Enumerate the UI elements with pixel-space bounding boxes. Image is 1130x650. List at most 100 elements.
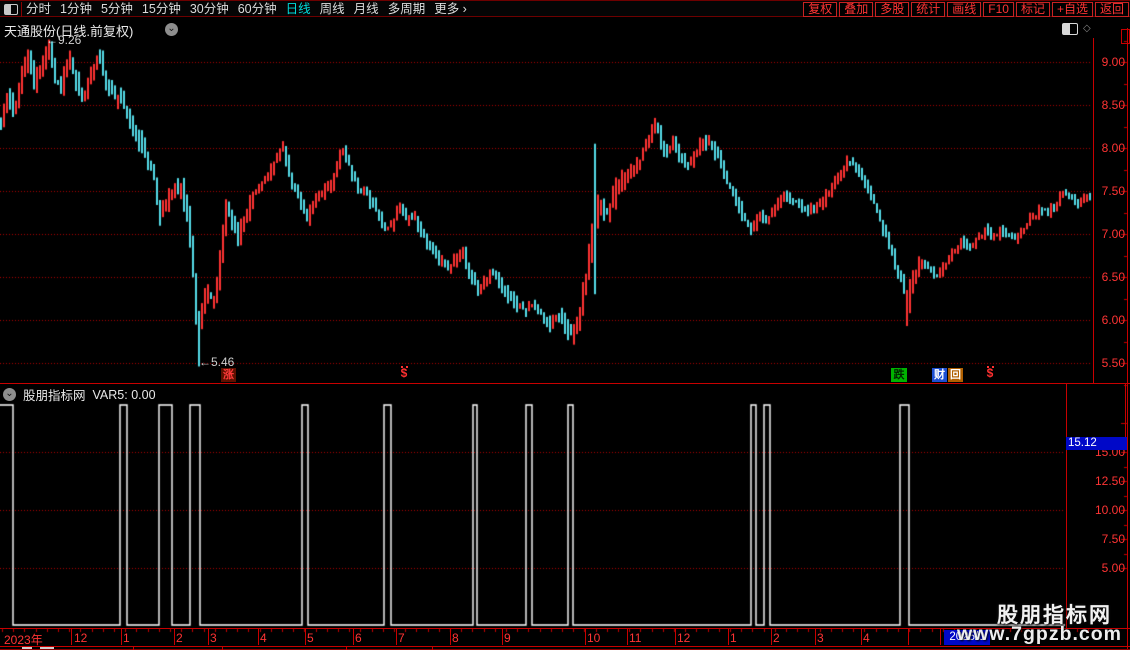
time-axis-label: 9: [504, 631, 511, 645]
split-pane-icon[interactable]: [1062, 23, 1078, 35]
price-axis-label: 9.00: [1101, 55, 1125, 69]
time-axis-label: 10: [587, 631, 601, 645]
bottom-row-divider: [432, 647, 433, 650]
time-axis-separator: [258, 629, 259, 645]
time-axis-separator: [502, 629, 503, 645]
period-tab-5[interactable]: 60分钟: [237, 2, 277, 16]
time-axis-label: 2: [773, 631, 780, 645]
panel-separator[interactable]: [0, 383, 1130, 384]
indicator-value-badge: 15.12: [1066, 437, 1127, 450]
low-price-annotation: ←5.46: [199, 355, 235, 369]
toolbar-button-0[interactable]: 复权: [803, 2, 838, 17]
time-axis-separator: [585, 629, 586, 645]
chart-marker-cai: 财: [932, 368, 947, 382]
diamond-icon: ◇: [1083, 23, 1091, 34]
bottom-row-divider: [346, 647, 347, 650]
time-axis-label: 2: [176, 631, 183, 645]
price-axis-label: 5.50: [1101, 356, 1125, 370]
time-axis-separator: [675, 629, 676, 645]
corner-handle[interactable]: [1121, 29, 1130, 44]
toolbar-button-3[interactable]: 统计: [911, 2, 946, 17]
time-axis-label: 2023年: [4, 633, 43, 647]
time-axis-separator: [71, 629, 72, 645]
period-tab-9[interactable]: 多周期: [387, 2, 426, 16]
time-axis-label: 5: [307, 631, 314, 645]
time-axis-label: 4: [260, 631, 267, 645]
period-tab-8[interactable]: 月线: [353, 2, 379, 16]
indicator-header: ⌄ 股朋指标网 VAR5: 0.00: [3, 385, 156, 404]
time-axis-separator: [815, 629, 816, 645]
date-badge: 2025/0: [944, 630, 990, 645]
time-axis-label: 1: [730, 631, 737, 645]
time-axis-separator: [450, 629, 451, 645]
time-axis-separator: [728, 629, 729, 645]
chart-marker-dollar: $: [400, 366, 408, 380]
toolbar-button-8[interactable]: 返回: [1094, 2, 1129, 17]
time-axis-top-border: [0, 628, 1130, 629]
time-axis-separator: [940, 629, 941, 645]
time-axis-label: 6: [355, 631, 362, 645]
price-axis-label: 8.00: [1101, 141, 1125, 155]
toolbar-button-1[interactable]: 叠加: [839, 2, 874, 17]
price-axis-label: 8.50: [1101, 98, 1125, 112]
price-axis-label: 7.00: [1101, 227, 1125, 241]
toolbar-button-2[interactable]: 多股: [875, 2, 910, 17]
time-axis-label: 1: [123, 631, 130, 645]
time-axis-label: 12: [74, 631, 88, 645]
chart-marker-dollar: $: [986, 366, 994, 380]
time-axis-separator: [121, 629, 122, 645]
toolbar-button-6[interactable]: 标记: [1015, 2, 1050, 17]
chart-marker-fall: 跌: [891, 368, 907, 382]
main-axis-divider: [1093, 38, 1094, 383]
bottom-row-divider: [133, 647, 134, 650]
period-tab-4[interactable]: 30分钟: [189, 2, 229, 16]
watermark-site-name: 股朋指标网: [997, 604, 1112, 627]
chevron-down-icon[interactable]: ⌄: [3, 388, 16, 401]
time-axis-separator: [861, 629, 862, 645]
period-menu: 分时 1分钟 5分钟 15分钟 30分钟 60分钟 日线 周线 月线 多周期 更多 ›: [26, 2, 467, 17]
time-axis-label: 12: [677, 631, 691, 645]
time-axis-separator: [771, 629, 772, 645]
toolbar-button-5[interactable]: F10: [983, 2, 1014, 17]
time-axis-label: 4: [863, 631, 870, 645]
indicator-axis-label: 12.50: [1095, 474, 1126, 488]
time-axis-separator: [353, 629, 354, 645]
clipped-text-fragment: [40, 647, 54, 649]
top-menu-bar: 分时 1分钟 5分钟 15分钟 30分钟 60分钟 日线 周线 月线 多周期 更多 › 复权 叠加 多股…: [0, 0, 1130, 17]
chart-title: 天通股份(日线.前复权): [4, 24, 134, 39]
indicator-value: VAR5: 0.00: [92, 387, 156, 402]
indicator-axis-label: 10.00: [1095, 503, 1126, 517]
period-tab-0[interactable]: 分时: [26, 2, 52, 16]
clipped-text-fragment: [22, 647, 32, 649]
window-right-border: [1127, 28, 1128, 650]
time-axis-label: 3: [817, 631, 824, 645]
indicator-box-edge: [1125, 384, 1126, 450]
price-axis-label: 6.00: [1101, 313, 1125, 327]
bottom-row-divider: [222, 647, 223, 650]
time-axis-bottom-border: [0, 646, 1130, 647]
period-tab-6[interactable]: 日线: [285, 2, 311, 16]
panel-toggle-icon[interactable]: [4, 4, 18, 15]
chevron-down-icon[interactable]: ⌄: [165, 23, 178, 36]
time-axis-separator: [396, 629, 397, 645]
period-tab-7[interactable]: 周线: [319, 2, 345, 16]
time-axis-label: 8: [452, 631, 459, 645]
indicator-axis-divider: [1066, 384, 1067, 628]
toolbar-button-7[interactable]: +自选: [1051, 2, 1093, 17]
period-tab-10[interactable]: 更多 ›: [434, 2, 467, 16]
period-tab-3[interactable]: 15分钟: [141, 2, 181, 16]
price-axis-label: 6.50: [1101, 270, 1125, 284]
watermark-url: www.7gpzb.com: [956, 623, 1122, 645]
time-axis-label: 7: [398, 631, 405, 645]
period-tab-2[interactable]: 5分钟: [100, 2, 133, 16]
toolbar-button-4[interactable]: 画线: [947, 2, 982, 17]
period-tab-1[interactable]: 1分钟: [60, 2, 92, 16]
time-axis-separator: [174, 629, 175, 645]
indicator-axis-label: 5.00: [1101, 561, 1125, 575]
high-price-annotation: ←9.26: [46, 33, 82, 47]
time-axis-separator: [627, 629, 628, 645]
price-axis-label: 7.50: [1101, 184, 1125, 198]
menu-divider: [21, 2, 22, 17]
